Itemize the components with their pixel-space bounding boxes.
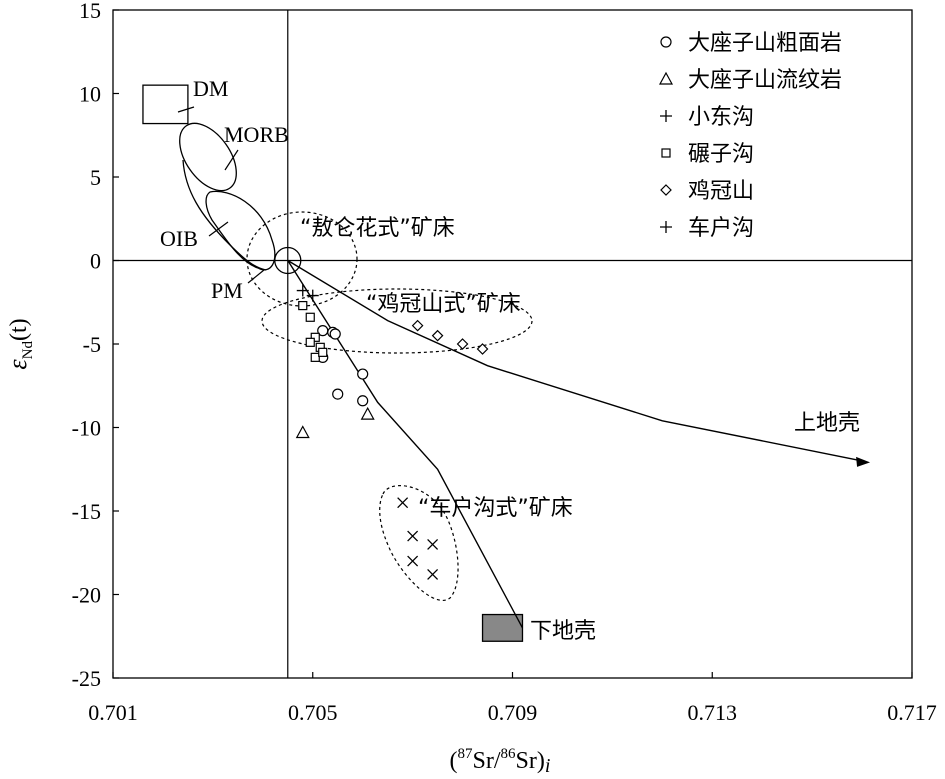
data-point-circle [357, 395, 369, 407]
x-axis-title-prefix: ( [450, 748, 458, 774]
annotation-pm: PM [211, 278, 243, 303]
data-point-square [310, 332, 320, 342]
chehugou-deposit-outline [379, 485, 459, 601]
y-tick-label: 5 [90, 165, 101, 190]
legend-marker-plus [660, 221, 672, 233]
y-tick-label: -5 [83, 332, 101, 357]
pm-leader [247, 269, 265, 284]
annotation-jiguanshan: “鸡冠山式”矿床 [366, 292, 521, 317]
y-axis-title-sub: Nd [20, 341, 36, 360]
annotation-oib: OIB [160, 226, 198, 251]
y-axis-title-suffix: (t) [6, 318, 32, 341]
y-tick-label: 0 [90, 249, 101, 274]
x-tick-label: 0.713 [688, 700, 738, 725]
data-point-diamond [476, 343, 489, 355]
legend-label: 碾子沟 [688, 142, 754, 167]
data-point-square [305, 312, 315, 322]
upper-crust-arrowhead [856, 456, 871, 467]
x-axis-title-sup1: 87 [458, 746, 474, 762]
data-point-diamond [411, 319, 424, 332]
data-point-circle [329, 328, 341, 340]
legend-marker-square [661, 148, 671, 158]
data-point-diamond [431, 329, 444, 342]
x-axis-title-sup2: 86 [501, 746, 517, 762]
oib-leader [208, 221, 229, 237]
legend-marker-plus [660, 110, 672, 122]
pm-circle [274, 246, 302, 275]
data-point-cross [407, 555, 419, 567]
y-axis-title: εNd(t) [3, 318, 36, 369]
data-point-square [318, 347, 328, 357]
y-tick-label: -15 [72, 499, 101, 524]
legend-marker-diamond [660, 184, 672, 196]
annotation-aolunhua: “敖仑花式”矿床 [300, 216, 455, 241]
data-point-cross [427, 538, 439, 550]
annotation-morb: MORB [224, 122, 289, 147]
data-point-triangle [295, 425, 310, 439]
legend-marker-triangle [658, 71, 674, 85]
x-tick-label: 0.701 [88, 700, 138, 725]
annotation-lower_crust: 下地壳 [530, 619, 596, 644]
data-point-cross [407, 530, 419, 542]
y-tick-label: 15 [79, 0, 101, 23]
annotation-upper_crust: 上地壳 [794, 411, 860, 436]
x-tick-label: 0.717 [887, 700, 937, 725]
data-point-square [305, 337, 315, 347]
plot-frame [112, 9, 913, 679]
x-axis-title: (87Sr/86Sr)i [450, 746, 551, 777]
legend-label: 小东沟 [688, 105, 754, 130]
x-tick-label: 0.705 [288, 700, 338, 725]
data-point-plus [306, 289, 319, 302]
morb-leader [224, 149, 239, 171]
x-tick-label: 0.709 [488, 700, 538, 725]
lower-crust-box [481, 613, 524, 642]
data-point-square [298, 300, 308, 311]
data-point-diamond [456, 338, 469, 350]
annotation-chehugou: “车户沟式”矿床 [418, 496, 573, 521]
data-point-circle [332, 388, 344, 400]
data-point-triangle [360, 406, 375, 420]
y-tick-label: -10 [72, 416, 101, 441]
dm-leader [177, 106, 195, 113]
y-tick-label: 10 [79, 82, 101, 107]
mantle-array-curve [182, 159, 267, 271]
annotation-dm: DM [193, 76, 228, 101]
x-axis-title-suffix: Sr) [516, 748, 545, 774]
data-point-plus [296, 284, 309, 297]
x-axis-title-mid: Sr/ [473, 748, 501, 774]
legend-label: 大座子山流纹岩 [688, 68, 842, 93]
legend-label: 大座子山粗面岩 [688, 31, 842, 56]
y-axis-title-main: ε [3, 359, 32, 370]
dm-box [142, 84, 189, 125]
y-tick-label: -20 [72, 583, 101, 608]
upper-crust-mixing-curve [287, 259, 863, 462]
x-axis-title-sub: i [545, 755, 551, 777]
data-point-square [310, 352, 320, 362]
data-point-cross [397, 497, 409, 509]
legend-label: 车户沟 [688, 216, 754, 241]
y-tick-label: -25 [72, 666, 101, 691]
data-point-circle [357, 368, 369, 380]
legend-label: 鸡冠山 [688, 179, 754, 204]
data-point-cross [427, 569, 439, 580]
legend-marker-circle [660, 36, 672, 48]
jiguanshan-deposit-outline [261, 288, 533, 354]
morb-field [179, 122, 237, 192]
